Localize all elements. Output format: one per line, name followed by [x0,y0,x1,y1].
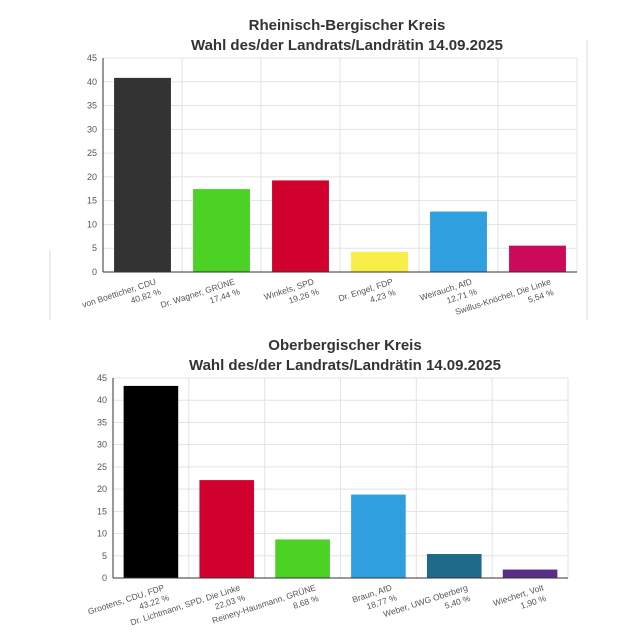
chart-svg: Oberbergischer Kreis Wahl des/der Landrat… [87,337,569,627]
y-tick-label: 10 [97,529,107,539]
y-tick-label: 25 [87,148,97,158]
y-tick-label: 10 [87,219,97,229]
y-tick-label: 30 [87,124,97,134]
bar-2 [199,480,255,578]
chart-title-line-1: Rheinisch-Bergischer Kreis [249,17,446,34]
y-tick-label: 45 [97,373,107,383]
chart-title-line-2: Wahl des/der Landrats/Landrätin 14.09.20… [189,357,501,374]
bar-2 [193,189,250,272]
y-tick-label: 40 [87,77,97,87]
bar-6 [509,245,566,272]
chart-title-line-2: Wahl des/der Landrats/Landrätin 14.09.20… [191,37,503,54]
bar-4 [351,251,408,272]
y-tick-label: 15 [97,506,107,516]
y-tick-label: 0 [102,573,107,583]
bar-1 [114,77,171,272]
bar-5 [426,554,482,578]
bar-3 [272,180,329,272]
chart-title-line-1: Oberbergischer Kreis [268,337,421,354]
y-tick-label: 45 [87,53,97,63]
bar-5 [430,211,487,272]
chart-oberbergischer-kreis: Oberbergischer Kreis Wahl des/der Landrat… [0,330,640,640]
y-tick-label: 5 [92,243,97,253]
bar-3 [275,539,330,578]
y-tick-label: 30 [97,440,107,450]
chart-group: Oberbergischer Kreis Wahl des/der Landrat… [87,337,569,627]
y-tick-label: 0 [92,267,97,277]
chart-group: Rheinisch-Bergischer Kreis Wahl des/der L… [49,17,588,320]
y-tick-label: 20 [97,484,107,494]
bar-6 [502,569,558,578]
y-tick-label: 40 [97,395,107,405]
y-tick-label: 35 [97,417,107,427]
chart-svg: Rheinisch-Bergischer Kreis Wahl des/der L… [49,17,588,320]
y-tick-label: 5 [102,551,107,561]
y-tick-label: 35 [87,101,97,111]
y-tick-label: 25 [97,462,107,472]
bar-1 [123,385,179,578]
bar-4 [351,494,406,578]
y-tick-label: 15 [87,196,97,206]
chart-rheinisch-bergischer-kreis: Rheinisch-Bergischer Kreis Wahl des/der L… [49,17,588,320]
y-tick-label: 20 [87,172,97,182]
